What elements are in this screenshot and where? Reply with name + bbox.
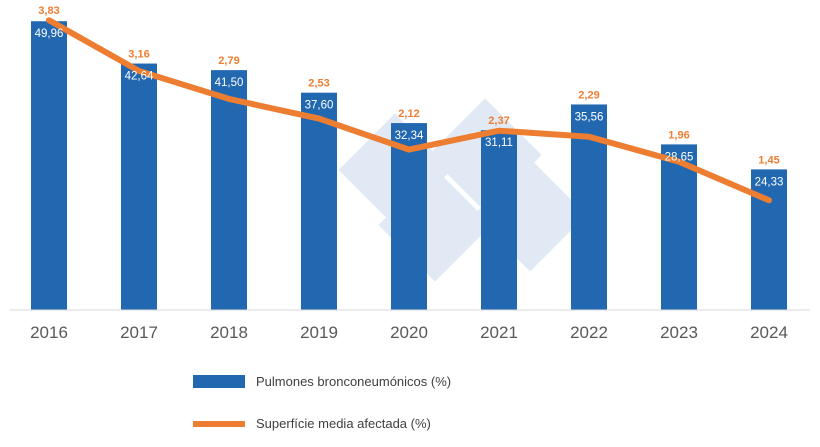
x-tick-label: 2020 [390, 323, 428, 342]
x-tick-label: 2021 [480, 323, 518, 342]
line-point-2018 [228, 97, 230, 100]
line-point-2021 [498, 129, 500, 132]
bar-value-label: 24,33 [755, 176, 784, 188]
bar-2020 [391, 123, 427, 310]
x-tick-label: 2023 [660, 323, 698, 342]
line-value-label: 1,96 [668, 129, 689, 141]
bar-2019 [301, 92, 337, 310]
bar-2018 [211, 70, 247, 310]
x-tick-label: 2016 [30, 323, 68, 342]
x-tick-label: 2024 [750, 323, 788, 342]
line-point-2024 [768, 199, 770, 202]
bar-2021 [481, 130, 517, 310]
line-value-label: 3,83 [38, 5, 59, 17]
bar-2017 [121, 63, 157, 310]
legend-label-line: Superfície media afectada (%) [256, 416, 431, 431]
x-tick-label: 2022 [570, 323, 608, 342]
watermark-logo [338, 98, 587, 282]
line-value-label: 3,16 [128, 49, 149, 61]
x-tick-label: 2018 [210, 323, 248, 342]
bar-value-label: 49,96 [35, 28, 64, 40]
bar-2024 [751, 169, 787, 310]
line-point-2019 [318, 117, 320, 120]
line-value-label: 2,79 [218, 55, 239, 67]
line-value-label: 2,53 [308, 78, 329, 90]
x-tick-label: 2017 [120, 323, 158, 342]
bar-2016 [31, 21, 67, 310]
legend: Pulmones bronconeumónicos (%) Superfície… [193, 374, 451, 431]
bar-value-label: 32,34 [395, 130, 424, 142]
legend-label-bar: Pulmones bronconeumónicos (%) [256, 374, 451, 389]
bar-value-label: 31,11 [485, 137, 513, 149]
bar-value-label: 41,50 [215, 77, 244, 89]
line-point-2022 [588, 135, 590, 138]
line-value-label: 2,37 [488, 115, 509, 127]
line-point-2016 [48, 19, 50, 22]
bar-value-label: 37,60 [305, 100, 334, 112]
line-point-2023 [678, 160, 680, 163]
line-value-label: 2,29 [578, 89, 599, 101]
line-point-2020 [408, 148, 410, 151]
x-tick-label: 2019 [300, 323, 338, 342]
bar-value-label: 28,65 [665, 151, 694, 163]
bar-2023 [661, 144, 697, 310]
bar-value-label: 42,64 [125, 71, 154, 83]
line-point-2017 [138, 69, 140, 72]
bar-value-label: 35,56 [575, 111, 604, 123]
line-value-label: 2,12 [398, 108, 419, 120]
line-value-label: 1,45 [758, 154, 779, 166]
legend-swatch-bar [193, 375, 245, 388]
